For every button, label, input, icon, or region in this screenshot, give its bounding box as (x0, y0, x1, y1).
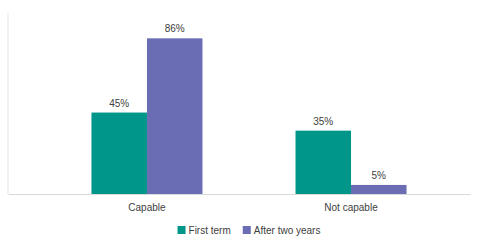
legend-label: After two years (254, 225, 321, 236)
data-label: 35% (313, 116, 333, 127)
x-tick: Not capable (324, 194, 378, 213)
bars (91, 38, 406, 194)
bar (351, 185, 407, 194)
data-label: 86% (165, 23, 185, 34)
x-tick: Capable (128, 194, 166, 213)
legend-swatch (243, 226, 251, 234)
y-axis-line (8, 13, 9, 194)
legend-item: After two years (243, 225, 321, 236)
x-tick-label: Not capable (324, 202, 378, 213)
bar (296, 131, 352, 194)
x-axis: Capable Not capable (9, 194, 471, 213)
legend-item: First term (178, 225, 231, 236)
bar (91, 113, 147, 194)
bar (147, 38, 203, 194)
x-tick-label: Capable (128, 202, 166, 213)
data-label: 45% (109, 98, 129, 109)
data-label: 5% (372, 170, 387, 181)
x-axis-line (9, 194, 471, 195)
data-labels: 45% 35% 86% 5% (109, 23, 386, 181)
legend: First term After two years (178, 225, 321, 236)
legend-label: First term (189, 225, 231, 236)
legend-swatch (178, 226, 186, 234)
chart: 45% 35% 86% 5% Capable Not capable First term A… (0, 0, 477, 242)
